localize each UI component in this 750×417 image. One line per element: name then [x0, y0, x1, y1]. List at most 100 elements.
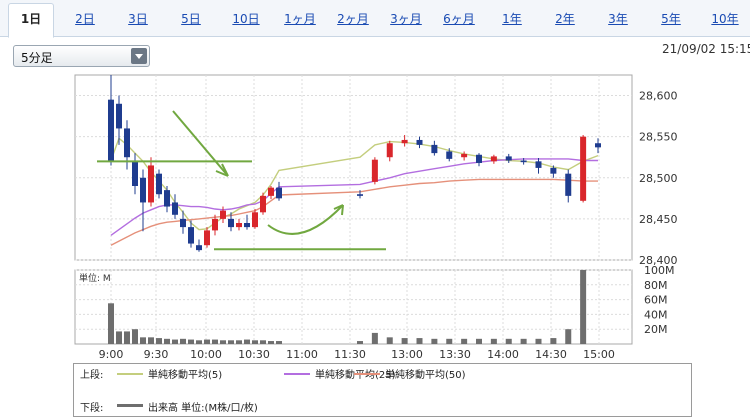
candle-body: [140, 177, 146, 203]
volume-bar: [108, 303, 114, 344]
x-tick-label: 13:00: [391, 348, 423, 361]
volume-bar: [172, 339, 178, 344]
tab-3d[interactable]: 3日: [128, 12, 148, 26]
chevron-down-icon[interactable]: [131, 48, 147, 64]
volume-bar: [505, 338, 512, 344]
candle-body: [446, 151, 453, 159]
volume-plot-frame: [74, 269, 633, 345]
legend-ma25-label: 単純移動平均(25): [315, 370, 396, 381]
x-tick-label: 11:30: [334, 348, 366, 361]
interval-select[interactable]: 5分足: [13, 45, 150, 67]
volume-bar: [268, 341, 274, 344]
x-tick-label: 14:00: [487, 348, 519, 361]
volume-bar: [156, 338, 162, 344]
volume-bar: [228, 340, 234, 344]
candle-body: [535, 161, 542, 168]
tab-10y[interactable]: 10年: [711, 12, 739, 26]
candle-body: [386, 143, 393, 158]
volume-y-tick-label: 20M: [644, 323, 668, 336]
candle-body: [401, 139, 408, 144]
tab-3y[interactable]: 3年: [608, 12, 628, 26]
candle-body: [220, 210, 226, 219]
volume-bar: [244, 339, 250, 344]
x-tick-label: 13:30: [439, 348, 471, 361]
candle-body: [116, 103, 122, 129]
legend-ma50-swatch: [354, 373, 380, 375]
candle-body: [580, 136, 587, 201]
tab-10d[interactable]: 10日: [232, 12, 260, 26]
candle-body: [461, 153, 468, 158]
volume-y-tick-label: 80M: [644, 279, 668, 292]
candle-body: [276, 187, 282, 199]
legend-ma25-swatch: [284, 373, 310, 375]
candle-body: [124, 128, 130, 158]
candle-body: [520, 160, 527, 163]
x-tick-label: 9:30: [144, 348, 169, 361]
interval-select-value: 5分足: [21, 51, 53, 65]
volume-bar: [535, 338, 542, 344]
arrowhead-up: [333, 204, 344, 216]
tab-1y[interactable]: 1年: [502, 12, 522, 26]
volume-bar: [580, 270, 587, 344]
price-y-tick-label: 28,450: [639, 213, 678, 226]
volume-bar: [446, 338, 453, 344]
volume-bar: [220, 340, 226, 344]
trend-arrow-down: [172, 110, 229, 177]
candle-body: [172, 202, 178, 215]
candle-body: [357, 194, 363, 196]
candle-body: [371, 159, 378, 182]
candle-body: [505, 156, 512, 161]
tab-3m[interactable]: 3ヶ月: [390, 12, 422, 26]
candle-body: [595, 143, 601, 148]
candle-body: [108, 99, 114, 162]
volume-unit-label: 単位: M: [79, 272, 111, 284]
tab-1m[interactable]: 1ヶ月: [284, 12, 316, 26]
period-tabs: 1日 2日 3日 5日 10日 1ヶ月 2ヶ月 3ヶ月 6ヶ月 1年 2年 3年…: [0, 0, 750, 38]
x-tick-label: 14:30: [535, 348, 567, 361]
volume-bar: [252, 340, 258, 344]
candle-body: [132, 161, 138, 186]
tab-5d[interactable]: 5日: [181, 12, 201, 26]
tab-5y[interactable]: 5年: [661, 12, 681, 26]
price-chart: 9:00 9:30 10:00 10:30 11:00 11:30 13:00 13:30 14…: [74, 74, 678, 361]
candle-body: [565, 173, 572, 196]
volume-bar: [371, 332, 378, 344]
tab-6m[interactable]: 6ヶ月: [443, 12, 475, 26]
price-y-tick-label: 28,550: [639, 131, 678, 144]
volume-bar: [386, 337, 393, 344]
tab-1d[interactable]: 1日: [8, 3, 54, 38]
volume-bar: [276, 341, 282, 344]
candle-body: [164, 190, 170, 207]
tab-2y[interactable]: 2年: [555, 12, 575, 26]
candle-body: [196, 245, 202, 251]
candle-body: [260, 195, 266, 213]
candle-body: [244, 223, 250, 228]
candle-body: [212, 218, 218, 231]
tab-2d[interactable]: 2日: [75, 12, 95, 26]
volume-bar: [357, 341, 363, 344]
volume-bar: [204, 339, 210, 344]
candle-body: [476, 154, 482, 163]
tab-2m[interactable]: 2ヶ月: [337, 12, 369, 26]
legend-ma5-swatch: [117, 373, 143, 375]
legend-ma50-label: 単純移動平均(50): [385, 370, 466, 381]
volume-y-tick-label: 40M: [644, 308, 668, 321]
volume-bar: [132, 329, 138, 344]
chart-legend: 上段: 単純移動平均(5) 単純移動平均(25) 単純移動平均(50) 下段: …: [73, 363, 692, 417]
volume-bar: [401, 338, 408, 344]
x-tick-label: 15:00: [583, 348, 615, 361]
candle-body: [490, 156, 497, 162]
legend-volume-swatch: [117, 404, 143, 407]
candle-body: [416, 139, 423, 145]
volume-bar: [520, 338, 527, 344]
volume-bar: [431, 338, 438, 344]
volume-bar: [550, 338, 557, 344]
legend-upper-label: 上段:: [80, 370, 104, 381]
candle-body: [180, 218, 186, 228]
volume-bar: [180, 338, 186, 344]
candle-body: [156, 173, 162, 195]
volume-y-tick-label: 100M: [644, 264, 675, 277]
x-tick-label: 9:00: [99, 348, 124, 361]
recovery-arrow-up: [267, 204, 344, 235]
candle-body: [268, 187, 274, 196]
